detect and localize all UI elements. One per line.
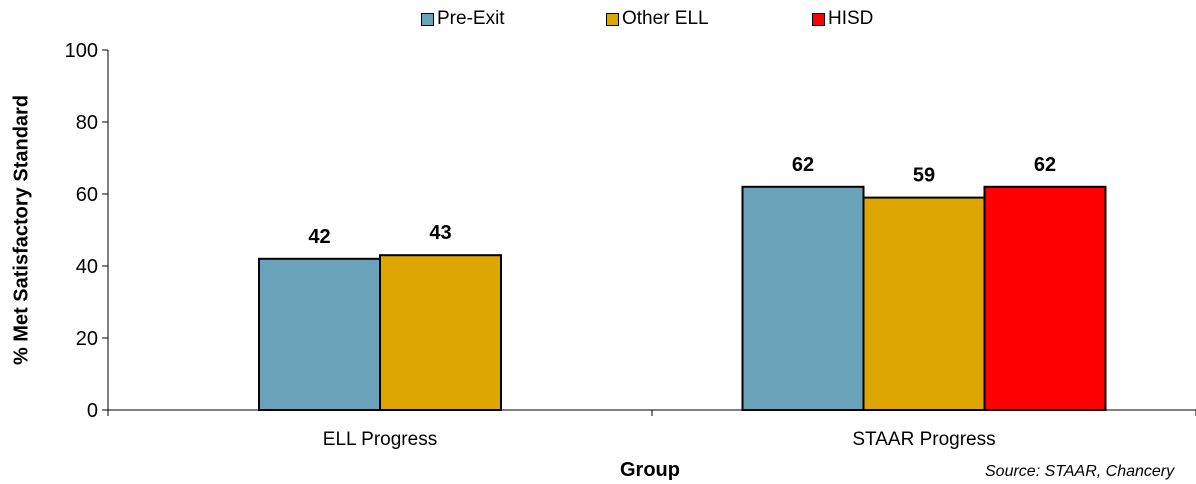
legend-swatch-other-ell (606, 12, 619, 26)
legend-item-hisd: HISD (812, 8, 873, 30)
y-tick-label: 100 (65, 40, 98, 62)
legend-swatch-hisd (812, 12, 825, 26)
x-axis-title: Group (620, 459, 680, 481)
data-label: 59 (913, 165, 935, 187)
source-note: Source: STAAR, Chancery (985, 463, 1175, 480)
x-category-label: STAAR Progress (852, 429, 995, 450)
bar (258, 257, 381, 411)
bar (741, 185, 865, 411)
data-label: 62 (792, 154, 814, 176)
x-category-label: ELL Progress (323, 429, 437, 450)
legend-label-pre-exit: Pre-Exit (437, 8, 505, 29)
data-label: 42 (308, 226, 330, 248)
y-tick-label: 0 (87, 400, 98, 422)
y-axis-title: % Met Satisfactory Standard (10, 94, 33, 366)
legend: Pre-Exit Other ELL HISD (0, 8, 1196, 32)
y-tick-label: 40 (76, 256, 98, 278)
data-label: 62 (1034, 154, 1056, 176)
bar (862, 196, 986, 411)
legend-label-hisd: HISD (828, 8, 874, 29)
data-label: 43 (429, 222, 451, 244)
y-tick-label: 20 (76, 328, 98, 350)
legend-item-pre-exit: Pre-Exit (421, 8, 505, 30)
bar (379, 254, 502, 411)
legend-label-other-ell: Other ELL (622, 8, 709, 29)
y-tick-label: 60 (76, 184, 98, 206)
legend-item-other-ell: Other ELL (606, 8, 709, 30)
bar (983, 185, 1107, 411)
legend-swatch-pre-exit (421, 12, 434, 26)
y-tick-label: 80 (76, 112, 98, 134)
